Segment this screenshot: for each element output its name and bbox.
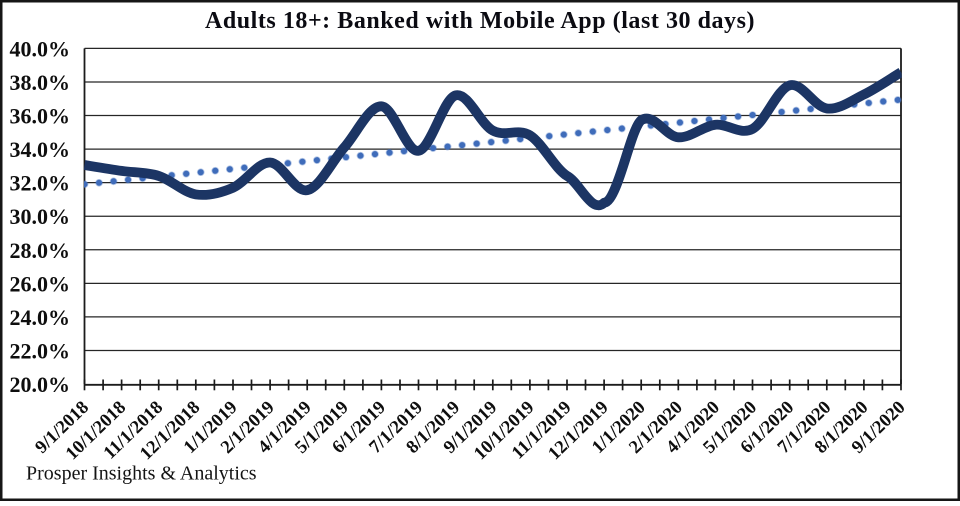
svg-text:32.0%: 32.0% <box>10 171 71 196</box>
svg-text:20.0%: 20.0% <box>10 372 71 397</box>
svg-text:36.0%: 36.0% <box>10 104 71 129</box>
svg-text:40.0%: 40.0% <box>10 36 71 61</box>
svg-text:28.0%: 28.0% <box>10 238 71 263</box>
svg-text:Prosper Insights & Analytics: Prosper Insights & Analytics <box>26 463 257 485</box>
svg-text:30.0%: 30.0% <box>10 204 71 229</box>
svg-text:26.0%: 26.0% <box>10 271 71 296</box>
svg-text:Adults 18+: Banked with Mobile: Adults 18+: Banked with Mobile App (last… <box>205 8 755 34</box>
svg-text:22.0%: 22.0% <box>10 338 71 363</box>
svg-text:34.0%: 34.0% <box>10 137 71 162</box>
svg-text:24.0%: 24.0% <box>10 305 71 330</box>
svg-text:38.0%: 38.0% <box>10 70 71 95</box>
